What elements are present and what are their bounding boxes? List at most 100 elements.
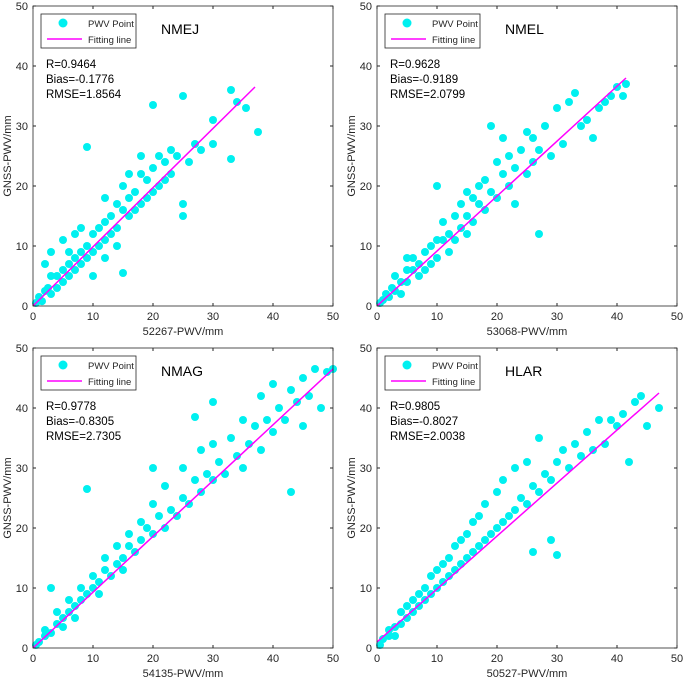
data-point bbox=[203, 470, 211, 478]
data-point bbox=[101, 554, 109, 562]
data-point bbox=[577, 122, 585, 130]
data-point bbox=[83, 254, 91, 262]
legend-label: Fitting line bbox=[88, 377, 131, 388]
data-point bbox=[191, 140, 199, 148]
data-point bbox=[523, 170, 531, 178]
data-point bbox=[457, 536, 465, 544]
data-point bbox=[535, 230, 543, 238]
scatter-points bbox=[32, 86, 262, 307]
fitting-line bbox=[376, 392, 660, 643]
scatter-points bbox=[32, 365, 337, 649]
data-point bbox=[583, 116, 591, 124]
data-point bbox=[499, 476, 507, 484]
x-tick-label: 20 bbox=[491, 311, 503, 323]
data-point bbox=[209, 398, 217, 406]
data-point bbox=[179, 464, 187, 472]
data-point bbox=[505, 512, 513, 520]
data-point bbox=[481, 500, 489, 508]
data-point bbox=[125, 530, 133, 538]
data-point bbox=[77, 260, 85, 268]
data-point bbox=[101, 194, 109, 202]
data-point bbox=[529, 482, 537, 490]
y-axis-label: GNSS-PWV/mm bbox=[346, 115, 358, 196]
data-point bbox=[376, 641, 384, 649]
data-point bbox=[523, 458, 531, 466]
data-point bbox=[415, 272, 423, 280]
stat-text: Bias=-0.8027 bbox=[390, 416, 458, 428]
data-point bbox=[415, 590, 423, 598]
data-point bbox=[559, 446, 567, 454]
data-point bbox=[499, 518, 507, 526]
data-point bbox=[47, 629, 55, 637]
data-point bbox=[457, 560, 465, 568]
data-point bbox=[595, 104, 603, 112]
data-point bbox=[197, 446, 205, 454]
x-tick-label: 30 bbox=[551, 653, 563, 665]
x-tick-label: 50 bbox=[327, 311, 339, 323]
x-tick-label: 0 bbox=[30, 653, 36, 665]
data-point bbox=[391, 632, 399, 640]
x-tick-label: 30 bbox=[207, 653, 219, 665]
y-tick-label: 10 bbox=[360, 583, 372, 595]
data-point bbox=[403, 614, 411, 622]
data-point bbox=[523, 500, 531, 508]
data-point bbox=[421, 248, 429, 256]
data-point bbox=[161, 524, 169, 532]
legend: PWV Point Fitting line bbox=[40, 355, 137, 391]
axes-box bbox=[32, 5, 334, 307]
stat-text: R=0.9628 bbox=[390, 59, 440, 71]
data-point bbox=[179, 200, 187, 208]
data-point bbox=[511, 464, 519, 472]
data-point bbox=[77, 248, 85, 256]
data-point bbox=[457, 200, 465, 208]
data-point bbox=[463, 530, 471, 538]
x-tick-label: 20 bbox=[147, 653, 159, 665]
stat-text: RMSE=2.7305 bbox=[46, 431, 121, 443]
data-point bbox=[101, 254, 109, 262]
legend-box bbox=[40, 355, 137, 391]
data-point bbox=[397, 608, 405, 616]
subplot-title: NMAG bbox=[161, 363, 203, 379]
y-tick-label: 30 bbox=[16, 463, 28, 475]
legend-point-marker bbox=[402, 18, 412, 28]
x-tick-label: 50 bbox=[671, 311, 683, 323]
data-point bbox=[311, 365, 319, 373]
data-point bbox=[209, 116, 217, 124]
data-point bbox=[167, 506, 175, 514]
data-point bbox=[155, 152, 163, 160]
legend-label: Fitting line bbox=[432, 377, 475, 388]
data-point bbox=[179, 494, 187, 502]
y-tick-label: 10 bbox=[360, 241, 372, 253]
data-point bbox=[622, 80, 630, 88]
data-point bbox=[433, 236, 441, 244]
data-point bbox=[83, 143, 91, 151]
x-tick-label: 30 bbox=[551, 311, 563, 323]
subplot-nmej: 00 10 10 20 20 30 30 40 40 50 50 52267-PWV/mm GNSS-P… bbox=[2, 1, 339, 338]
data-point bbox=[149, 188, 157, 196]
y-tick-label: 30 bbox=[16, 121, 28, 133]
data-point bbox=[463, 212, 471, 220]
subplot-title: NMEJ bbox=[161, 21, 199, 37]
y-tick-label: 20 bbox=[360, 181, 372, 193]
data-point bbox=[107, 212, 115, 220]
data-point bbox=[239, 464, 247, 472]
legend-label: PWV Point bbox=[432, 19, 478, 30]
data-point bbox=[445, 572, 453, 580]
data-point bbox=[125, 194, 133, 202]
data-point bbox=[65, 260, 73, 268]
data-point bbox=[65, 272, 73, 280]
data-point bbox=[101, 236, 109, 244]
fitting-line bbox=[32, 368, 334, 649]
data-point bbox=[421, 266, 429, 274]
data-point bbox=[439, 236, 447, 244]
data-point bbox=[445, 554, 453, 562]
data-point bbox=[269, 380, 277, 388]
data-point bbox=[409, 608, 417, 616]
data-point bbox=[113, 560, 121, 568]
data-point bbox=[475, 542, 483, 550]
data-point bbox=[95, 590, 103, 598]
data-point bbox=[427, 260, 435, 268]
legend-point-marker bbox=[58, 18, 68, 28]
y-tick-label: 40 bbox=[16, 61, 28, 73]
data-point bbox=[511, 200, 519, 208]
